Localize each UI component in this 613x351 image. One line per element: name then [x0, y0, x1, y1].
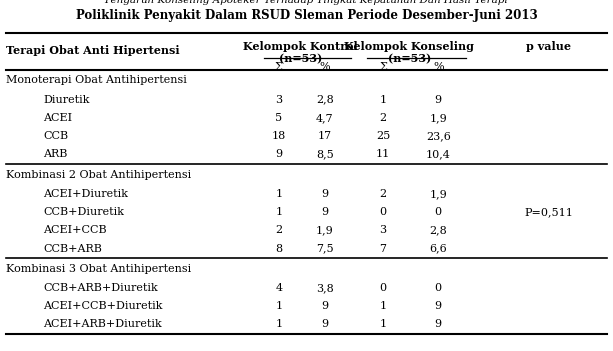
Text: ACEI+ARB+Diuretik: ACEI+ARB+Diuretik [43, 319, 162, 329]
Text: %: % [433, 62, 444, 72]
Text: ACEI+CCB+Diuretik: ACEI+CCB+Diuretik [43, 301, 162, 311]
Text: 9: 9 [321, 301, 329, 311]
Text: 25: 25 [376, 131, 390, 141]
Text: 9: 9 [321, 189, 329, 199]
Text: 3,8: 3,8 [316, 283, 333, 293]
Text: Σ: Σ [275, 62, 283, 72]
Text: Kombinasi 2 Obat Antihipertensi: Kombinasi 2 Obat Antihipertensi [6, 170, 191, 179]
Text: 17: 17 [318, 131, 332, 141]
Text: 0: 0 [379, 283, 387, 293]
Text: ACEI+Diuretik: ACEI+Diuretik [43, 189, 128, 199]
Text: 3: 3 [379, 225, 387, 235]
Text: Monoterapi Obat Antihipertensi: Monoterapi Obat Antihipertensi [6, 75, 187, 85]
Text: 4,7: 4,7 [316, 113, 333, 123]
Text: Poliklinik Penyakit Dalam RSUD Sleman Periode Desember-Juni 2013: Poliklinik Penyakit Dalam RSUD Sleman Pe… [75, 9, 538, 22]
Text: 1: 1 [275, 207, 283, 217]
Text: ARB: ARB [43, 150, 67, 159]
Text: 0: 0 [379, 207, 387, 217]
Text: 9: 9 [435, 301, 442, 311]
Text: 1: 1 [275, 319, 283, 329]
Text: 8: 8 [275, 244, 283, 253]
Text: 7,5: 7,5 [316, 244, 333, 253]
Text: 1: 1 [275, 189, 283, 199]
Text: CCB: CCB [43, 131, 68, 141]
Text: 8,5: 8,5 [316, 150, 333, 159]
Text: 9: 9 [435, 319, 442, 329]
Text: p value: p value [526, 41, 571, 52]
Text: 9: 9 [275, 150, 283, 159]
Text: 9: 9 [321, 319, 329, 329]
Text: 1,9: 1,9 [430, 113, 447, 123]
Text: 2: 2 [379, 189, 387, 199]
Text: Kombinasi 3 Obat Antihipertensi: Kombinasi 3 Obat Antihipertensi [6, 264, 191, 273]
Text: 0: 0 [435, 207, 442, 217]
Text: P=0,511: P=0,511 [524, 207, 573, 217]
Text: 2: 2 [275, 225, 283, 235]
Text: 1: 1 [379, 95, 387, 105]
Text: CCB+Diuretik: CCB+Diuretik [43, 207, 124, 217]
Text: %: % [319, 62, 330, 72]
Text: 4: 4 [275, 283, 283, 293]
Text: 1,9: 1,9 [316, 225, 333, 235]
Text: 1: 1 [379, 301, 387, 311]
Text: 3: 3 [275, 95, 283, 105]
Text: Terapi Obat Anti Hipertensi: Terapi Obat Anti Hipertensi [6, 45, 180, 57]
Text: Kelompok Kontrol: Kelompok Kontrol [243, 41, 358, 52]
Text: 2,8: 2,8 [430, 225, 447, 235]
Text: CCB+ARB: CCB+ARB [43, 244, 102, 253]
Text: (n=53): (n=53) [279, 53, 322, 64]
Text: CCB+ARB+Diuretik: CCB+ARB+Diuretik [43, 283, 158, 293]
Text: 23,6: 23,6 [426, 131, 451, 141]
Text: 5: 5 [275, 113, 283, 123]
Text: Σ: Σ [379, 62, 387, 72]
Text: Diuretik: Diuretik [43, 95, 89, 105]
Text: 1,9: 1,9 [430, 189, 447, 199]
Text: 11: 11 [376, 150, 390, 159]
Text: 1: 1 [275, 301, 283, 311]
Text: 7: 7 [379, 244, 387, 253]
Text: 10,4: 10,4 [426, 150, 451, 159]
Text: 18: 18 [272, 131, 286, 141]
Text: 9: 9 [435, 95, 442, 105]
Text: 0: 0 [435, 283, 442, 293]
Text: Pengaruh Konseling Apoteker Terhadap Tingkat Kepatuhan Dan Hasil Terapi: Pengaruh Konseling Apoteker Terhadap Tin… [105, 0, 508, 6]
Text: 2,8: 2,8 [316, 95, 333, 105]
Text: Kelompok Konseling: Kelompok Konseling [345, 41, 474, 52]
Text: 1: 1 [379, 319, 387, 329]
Text: 9: 9 [321, 207, 329, 217]
Text: (n=53): (n=53) [388, 53, 431, 64]
Text: 6,6: 6,6 [430, 244, 447, 253]
Text: ACEI+CCB: ACEI+CCB [43, 225, 107, 235]
Text: 2: 2 [379, 113, 387, 123]
Text: ACEI: ACEI [43, 113, 72, 123]
